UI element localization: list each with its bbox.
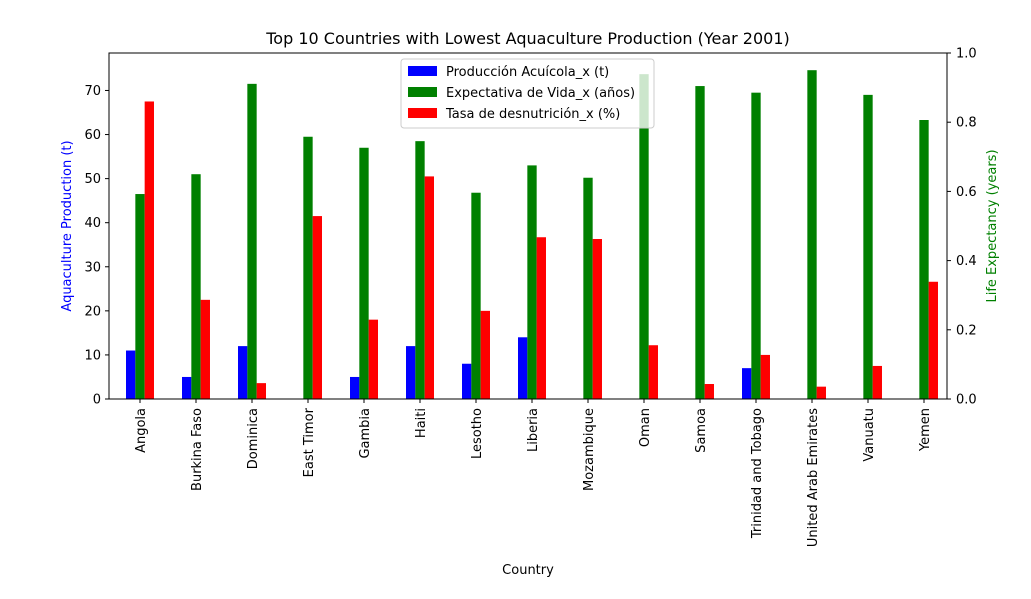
y-tick-label-right: 1.0 bbox=[956, 47, 977, 62]
legend-frame bbox=[400, 58, 655, 129]
legend-swatch-2 bbox=[408, 87, 437, 97]
bar-3-united-arab-emirates bbox=[816, 386, 826, 399]
bar-2-dominica bbox=[247, 83, 257, 399]
y-tick-label-left: 30 bbox=[84, 260, 101, 275]
x-tick-label: Haiti bbox=[414, 408, 429, 438]
bar-1-angola bbox=[126, 350, 136, 399]
bar-1-lesotho bbox=[462, 363, 472, 399]
x-tick-label: Lesotho bbox=[470, 408, 485, 459]
x-tick-label: Gambia bbox=[358, 408, 373, 459]
bar-2-east-timor bbox=[303, 136, 313, 399]
y-tick-label-left: 70 bbox=[84, 84, 101, 99]
bar-3-samoa bbox=[704, 384, 714, 399]
bar-2-samoa bbox=[695, 86, 705, 399]
bar-3-mozambique bbox=[592, 239, 602, 399]
bar-3-lesotho bbox=[480, 310, 490, 399]
y-axis-left: 0 10 20 30 40 50 60 70 bbox=[84, 84, 109, 408]
x-tick-label: Liberia bbox=[526, 408, 541, 452]
y-tick-label-left: 0 bbox=[93, 393, 101, 408]
y-axis-right: 0.0 0.2 0.4 0.6 0.8 1.0 bbox=[947, 47, 977, 408]
bar-3-dominica bbox=[256, 383, 266, 399]
bar-2-burkina-faso bbox=[191, 174, 201, 399]
y-tick-label-right: 0.2 bbox=[956, 323, 977, 338]
bars-group bbox=[126, 70, 938, 400]
bar-1-haiti bbox=[406, 346, 416, 399]
bar-3-oman bbox=[648, 345, 658, 399]
bar-2-mozambique bbox=[583, 177, 593, 399]
y-tick-label-right: 0.8 bbox=[956, 116, 977, 131]
x-tick-label: Dominica bbox=[246, 408, 261, 469]
bar-2-angola bbox=[135, 194, 145, 399]
x-tick-label: East Timor bbox=[302, 407, 317, 477]
x-tick-label: Oman bbox=[638, 408, 653, 447]
bar-2-vanuatu bbox=[863, 94, 873, 400]
x-tick-label: Burkina Faso bbox=[190, 408, 205, 491]
bar-3-liberia bbox=[536, 237, 546, 399]
y-tick-label-right: 0.0 bbox=[956, 393, 977, 408]
bar-1-liberia bbox=[518, 337, 528, 399]
bar-2-united-arab-emirates bbox=[807, 70, 817, 399]
legend-swatch-3 bbox=[408, 108, 437, 118]
bar-3-angola bbox=[144, 101, 154, 399]
bar-2-haiti bbox=[415, 141, 425, 399]
legend: Producción Acuícola_x (t) Expectativa de … bbox=[400, 58, 655, 129]
bar-3-trinidad-and-tobago bbox=[760, 354, 770, 399]
x-tick-label: Samoa bbox=[694, 408, 709, 453]
bar-3-haiti bbox=[424, 176, 434, 399]
y-tick-label-left: 60 bbox=[84, 128, 101, 143]
bar-2-yemen bbox=[919, 120, 929, 399]
legend-label-3: Tasa de desnutrición_x (%) bbox=[445, 107, 620, 122]
x-axis: Angola Burkina Faso Dominica East Timor Gamb… bbox=[134, 399, 933, 547]
y-tick-label-right: 0.6 bbox=[956, 185, 977, 200]
x-tick-label: United Arab Emirates bbox=[806, 408, 821, 547]
plot-frame bbox=[108, 52, 948, 400]
bar-2-trinidad-and-tobago bbox=[751, 92, 761, 400]
bar-1-burkina-faso bbox=[182, 376, 192, 399]
y-tick-label-right: 0.4 bbox=[956, 254, 977, 269]
bar-2-oman bbox=[639, 74, 649, 399]
bar-2-gambia bbox=[359, 147, 369, 399]
y-tick-label-left: 50 bbox=[84, 172, 101, 187]
bar-3-burkina-faso bbox=[200, 299, 210, 399]
x-tick-label: Angola bbox=[134, 408, 149, 453]
bar-3-east-timor bbox=[312, 216, 322, 399]
legend-label-2: Expectativa de Vida_x (años) bbox=[446, 86, 635, 101]
bar-1-trinidad-and-tobago bbox=[742, 368, 752, 399]
bar-3-vanuatu bbox=[872, 365, 882, 399]
x-tick-label: Vanuatu bbox=[862, 408, 877, 462]
x-tick-label: Trinidad and Tobago bbox=[750, 408, 765, 539]
x-tick-label: Mozambique bbox=[582, 408, 597, 491]
y-tick-label-left: 10 bbox=[84, 348, 101, 363]
bar-1-dominica bbox=[238, 346, 248, 399]
y-axis-label-right: Life Expectancy (years) bbox=[985, 149, 1000, 302]
bar-1-gambia bbox=[350, 376, 360, 399]
y-axis-label-left: Aquaculture Production (t) bbox=[60, 140, 75, 311]
bar-3-gambia bbox=[368, 319, 378, 399]
bar-3-yemen bbox=[928, 281, 938, 399]
y-tick-label-left: 40 bbox=[84, 216, 101, 231]
x-tick-label: Yemen bbox=[918, 408, 933, 452]
chart-title: Top 10 Countries with Lowest Aquaculture… bbox=[265, 29, 790, 48]
bar-2-lesotho bbox=[471, 192, 481, 399]
legend-swatch-1 bbox=[408, 66, 437, 76]
x-axis-label: Country bbox=[502, 563, 554, 578]
y-tick-label-left: 20 bbox=[84, 304, 101, 319]
legend-label-1: Producción Acuícola_x (t) bbox=[446, 65, 609, 80]
bar-2-liberia bbox=[527, 165, 537, 399]
